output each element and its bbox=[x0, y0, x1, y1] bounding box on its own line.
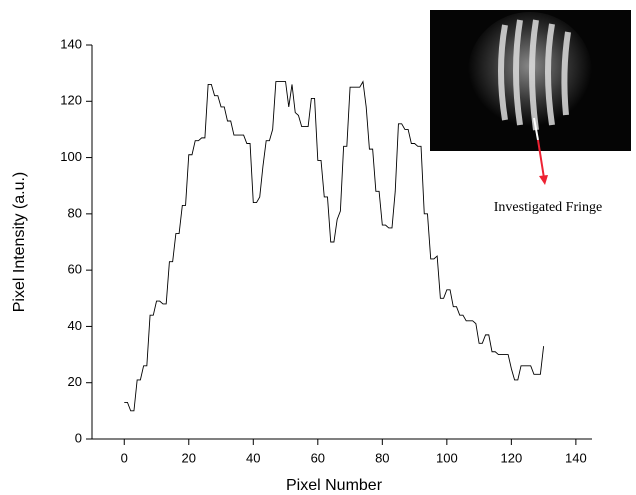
x-tick-label: 60 bbox=[311, 450, 325, 465]
x-tick-label: 140 bbox=[565, 450, 587, 465]
x-tick-label: 100 bbox=[436, 450, 458, 465]
x-tick-label: 0 bbox=[121, 450, 128, 465]
x-tick-label: 120 bbox=[501, 450, 523, 465]
x-tick-label: 20 bbox=[182, 450, 196, 465]
y-tick-label: 140 bbox=[60, 36, 82, 51]
x-tick-label: 40 bbox=[246, 450, 260, 465]
data-line bbox=[124, 80, 545, 412]
y-tick-label: 100 bbox=[60, 149, 82, 164]
y-tick-label: 20 bbox=[68, 374, 82, 389]
inset-image bbox=[430, 10, 631, 185]
y-tick-label: 120 bbox=[60, 93, 82, 108]
x-axis-label: Pixel Number bbox=[286, 477, 383, 494]
y-tick-label: 60 bbox=[68, 262, 82, 277]
x-tick-label: 80 bbox=[375, 450, 389, 465]
annotation: Investigated Fringe bbox=[494, 200, 602, 215]
y-tick-label: 80 bbox=[68, 205, 82, 220]
y-tick-label: 40 bbox=[68, 318, 82, 333]
y-tick-label: 0 bbox=[75, 430, 82, 445]
y-axis-label: Pixel Intensity (a.u.) bbox=[11, 172, 28, 313]
